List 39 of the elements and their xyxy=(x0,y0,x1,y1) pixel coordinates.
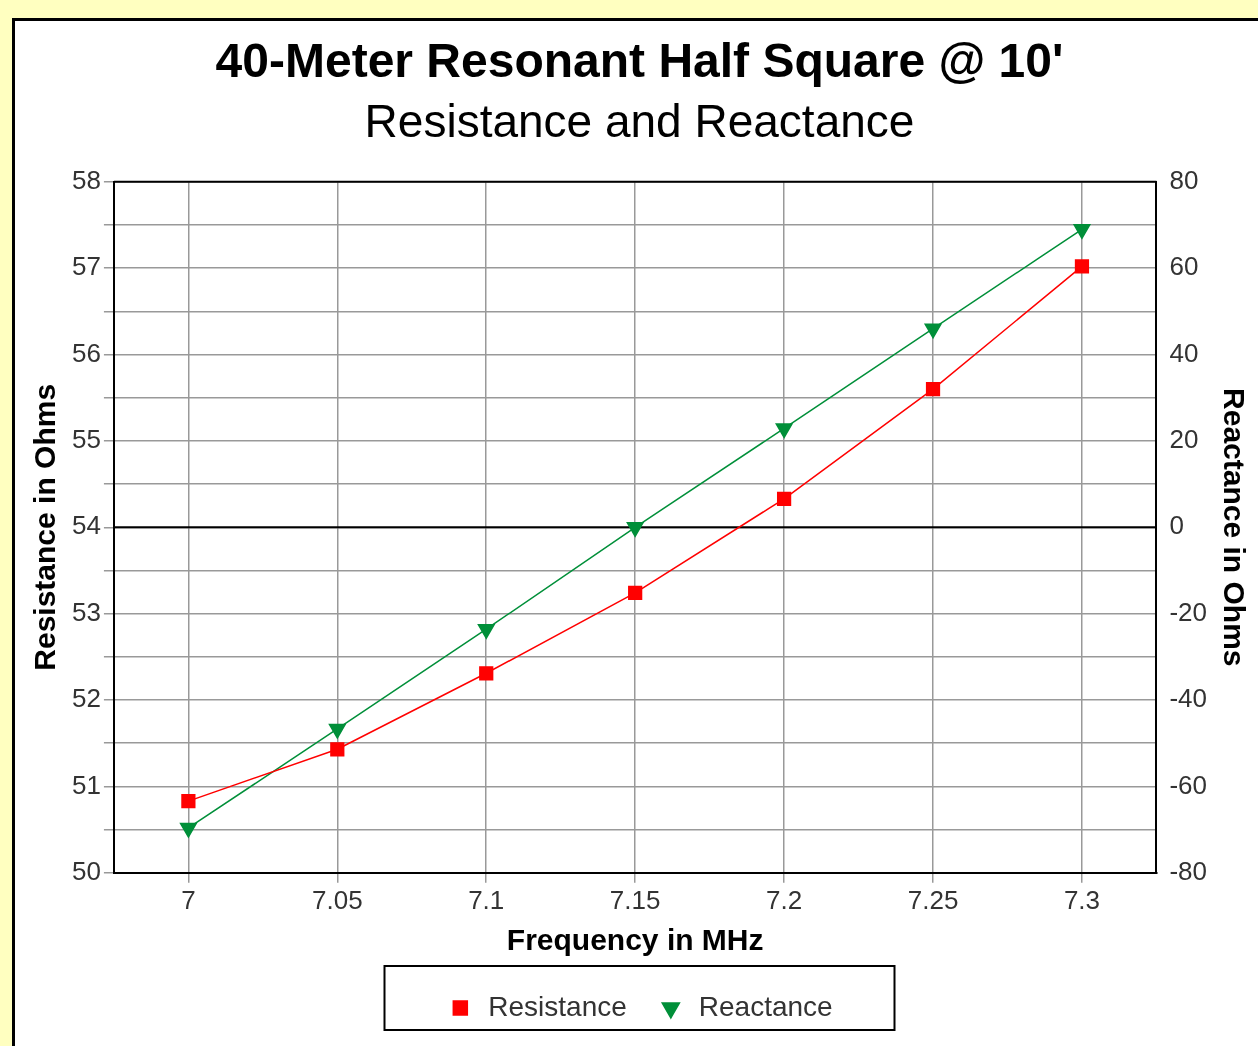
legend-label: Reactance xyxy=(698,990,833,1022)
y-tick-label: 57 xyxy=(72,251,101,282)
y2-axis-title: Reactance in Ohms xyxy=(1217,388,1251,667)
y-tick-label: 56 xyxy=(72,337,101,368)
y2-tick-label: -80 xyxy=(1169,855,1207,886)
point xyxy=(776,491,792,506)
point xyxy=(181,794,196,809)
y-tick-label: 53 xyxy=(72,596,101,627)
y-tick-label: 58 xyxy=(72,164,101,195)
x-tick-label: 7.3 xyxy=(1063,884,1101,915)
y-tick-label: 52 xyxy=(72,683,101,714)
chart-subtitle: Resistance and Reactance xyxy=(364,94,915,147)
point xyxy=(925,381,941,397)
y2-tick-label: 0 xyxy=(1169,510,1184,541)
chart-title: 40-Meter Resonant Half Square @ 10' xyxy=(215,34,1064,88)
y-tick-label: 51 xyxy=(72,769,101,800)
x-tick-label: 7.25 xyxy=(907,884,959,915)
y2-tick-label: 40 xyxy=(1169,337,1199,368)
y2-tick-label: 80 xyxy=(1169,164,1199,195)
y2-tick-label: -60 xyxy=(1169,769,1207,800)
point xyxy=(628,585,643,601)
point xyxy=(479,666,494,681)
y-tick-label: 50 xyxy=(72,855,101,886)
y2-tick-label: -20 xyxy=(1169,596,1207,627)
y-tick-label: 54 xyxy=(72,510,101,541)
y-tick-label: 55 xyxy=(72,424,101,455)
point xyxy=(1074,259,1090,274)
x-tick-label: 7 xyxy=(181,884,196,915)
y-axis-title: Resistance in Ohms xyxy=(28,383,62,671)
x-tick-label: 7.15 xyxy=(609,884,661,915)
legend-label: Resistance xyxy=(488,990,627,1022)
x-tick-label: 7.1 xyxy=(468,884,505,915)
y2-tick-label: 60 xyxy=(1169,251,1199,282)
x-axis-title: Frequency in MHz xyxy=(506,923,764,957)
y2-tick-label: -40 xyxy=(1169,683,1207,714)
y2-tick-label: 20 xyxy=(1169,424,1199,455)
point xyxy=(330,742,345,757)
x-tick-label: 7.2 xyxy=(766,884,803,915)
x-tick-label: 7.05 xyxy=(312,884,363,915)
